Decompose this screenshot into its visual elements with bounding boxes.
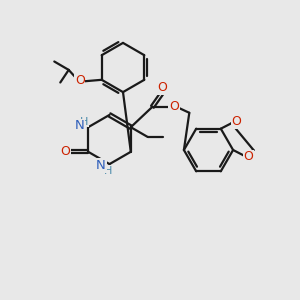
Text: O: O <box>231 115 241 128</box>
Text: O: O <box>244 150 253 164</box>
Text: H: H <box>80 117 88 127</box>
Text: O: O <box>75 74 85 87</box>
Text: N: N <box>75 119 85 132</box>
Text: O: O <box>61 145 70 158</box>
Text: N: N <box>96 159 106 172</box>
Text: H: H <box>104 166 112 176</box>
Text: O: O <box>157 81 167 94</box>
Text: O: O <box>169 100 179 113</box>
